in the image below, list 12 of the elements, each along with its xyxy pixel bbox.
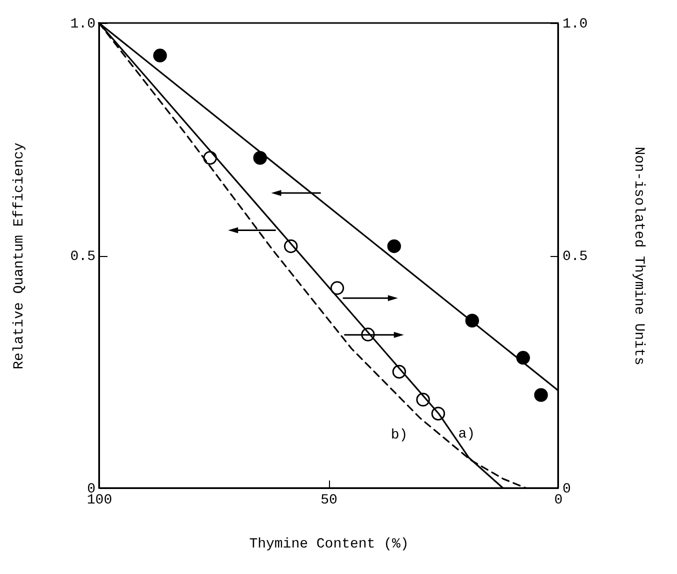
x-tick-label: 0 [554, 492, 563, 508]
series-label: b) [390, 427, 408, 444]
y-tick-label: 0.5 [70, 249, 96, 265]
y2-tick-label: 0 [562, 482, 571, 498]
y-tick-label: 1.0 [70, 16, 96, 32]
y2-tick-label: 1.0 [562, 16, 588, 32]
y-axis-title: Relative Quantum Efficiency [11, 142, 28, 370]
x-tick-label: 50 [320, 492, 338, 508]
y2-axis-title: Non-isolated Thymine Units [630, 146, 647, 366]
y2-tick-label: 0.5 [562, 249, 588, 265]
x-axis-title: Thymine Content (%) [249, 536, 409, 552]
series-label: a) [458, 426, 476, 443]
